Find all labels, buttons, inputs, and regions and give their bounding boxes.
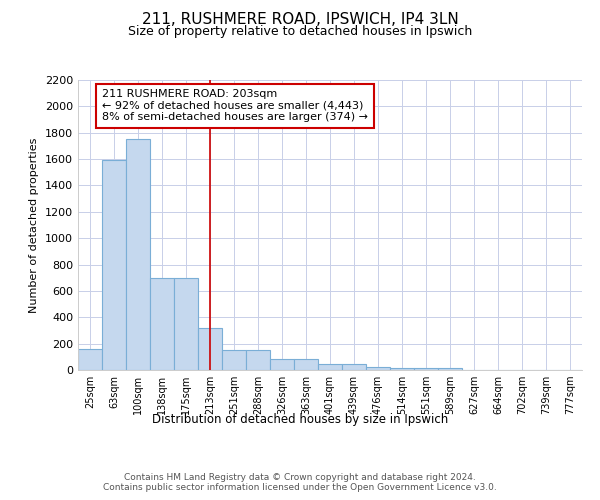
- Bar: [222, 350, 246, 370]
- Text: Contains HM Land Registry data © Crown copyright and database right 2024.
Contai: Contains HM Land Registry data © Crown c…: [103, 472, 497, 492]
- Bar: [246, 350, 270, 370]
- Bar: [318, 364, 342, 370]
- Bar: [198, 328, 222, 370]
- Bar: [294, 359, 318, 370]
- Y-axis label: Number of detached properties: Number of detached properties: [29, 138, 40, 312]
- Text: 211 RUSHMERE ROAD: 203sqm
← 92% of detached houses are smaller (4,443)
8% of sem: 211 RUSHMERE ROAD: 203sqm ← 92% of detac…: [102, 89, 368, 122]
- Text: Distribution of detached houses by size in Ipswich: Distribution of detached houses by size …: [152, 412, 448, 426]
- Bar: [342, 364, 366, 370]
- Bar: [270, 359, 294, 370]
- Bar: [438, 368, 462, 370]
- Bar: [414, 368, 438, 370]
- Bar: [78, 349, 102, 370]
- Bar: [390, 368, 414, 370]
- Bar: [150, 278, 174, 370]
- Bar: [102, 160, 126, 370]
- Bar: [174, 278, 198, 370]
- Bar: [366, 368, 390, 370]
- Bar: [126, 138, 150, 370]
- Text: Size of property relative to detached houses in Ipswich: Size of property relative to detached ho…: [128, 25, 472, 38]
- Text: 211, RUSHMERE ROAD, IPSWICH, IP4 3LN: 211, RUSHMERE ROAD, IPSWICH, IP4 3LN: [142, 12, 458, 28]
